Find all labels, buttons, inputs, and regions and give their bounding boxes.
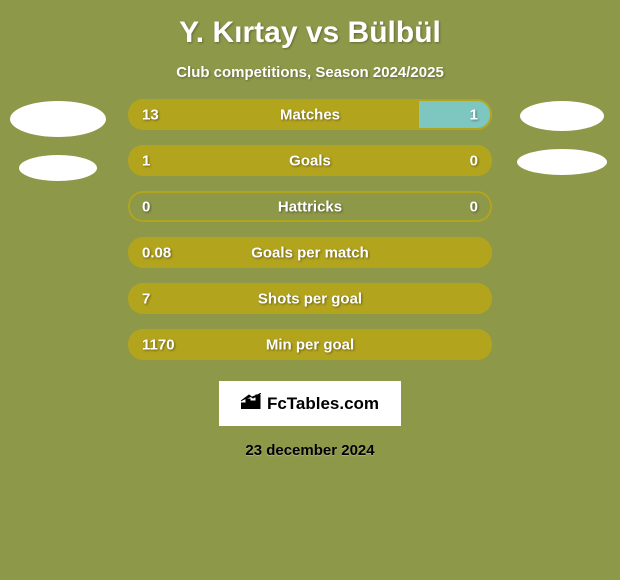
date-label: 23 december 2024 — [0, 442, 620, 459]
stat-right-value: 1 — [470, 106, 478, 123]
stat-label: Min per goal — [266, 336, 354, 353]
stat-label: Hattricks — [278, 198, 342, 215]
bar-left-fill — [128, 99, 419, 130]
stat-row: 13 1 Matches — [128, 99, 492, 130]
subtitle: Club competitions, Season 2024/2025 — [0, 64, 620, 81]
page-title: Y. Kırtay vs Bülbül — [0, 16, 620, 50]
stat-left-value: 0 — [142, 198, 150, 215]
team-avatar — [517, 149, 607, 175]
stat-left-value: 1 — [142, 152, 150, 169]
stat-left-value: 7 — [142, 290, 150, 307]
chart-icon — [241, 393, 261, 414]
team-avatar — [19, 155, 97, 181]
stats-wrapper: 13 1 Matches 1 0 Goals 0 0 Hattricks 0.08 Goals pe… — [0, 99, 620, 375]
stat-row: 7 Shots per goal — [128, 283, 492, 314]
stat-label: Shots per goal — [258, 290, 362, 307]
right-avatar-column — [512, 99, 612, 193]
bar-right-fill — [419, 99, 492, 130]
left-avatar-column — [8, 99, 108, 199]
stat-row: 0.08 Goals per match — [128, 237, 492, 268]
comparison-infographic: Y. Kırtay vs Bülbül Club competitions, S… — [0, 0, 620, 580]
stat-left-value: 0.08 — [142, 244, 171, 261]
stat-bars: 13 1 Matches 1 0 Goals 0 0 Hattricks 0.08 Goals pe… — [108, 99, 512, 375]
stat-label: Goals — [289, 152, 331, 169]
stat-right-value: 0 — [470, 152, 478, 169]
logo-box: FcTables.com — [219, 381, 401, 426]
player-avatar — [520, 101, 604, 131]
player-avatar — [10, 101, 106, 137]
stat-left-value: 1170 — [142, 336, 175, 353]
stat-right-value: 0 — [470, 198, 478, 215]
chart-area: Y. Kırtay vs Bülbül Club competitions, S… — [0, 0, 620, 490]
stat-row: 1170 Min per goal — [128, 329, 492, 360]
stat-label: Matches — [280, 106, 340, 123]
stat-label: Goals per match — [251, 244, 369, 261]
stat-left-value: 13 — [142, 106, 159, 123]
logo-text: FcTables.com — [267, 394, 379, 414]
stat-row: 0 0 Hattricks — [128, 191, 492, 222]
stat-row: 1 0 Goals — [128, 145, 492, 176]
